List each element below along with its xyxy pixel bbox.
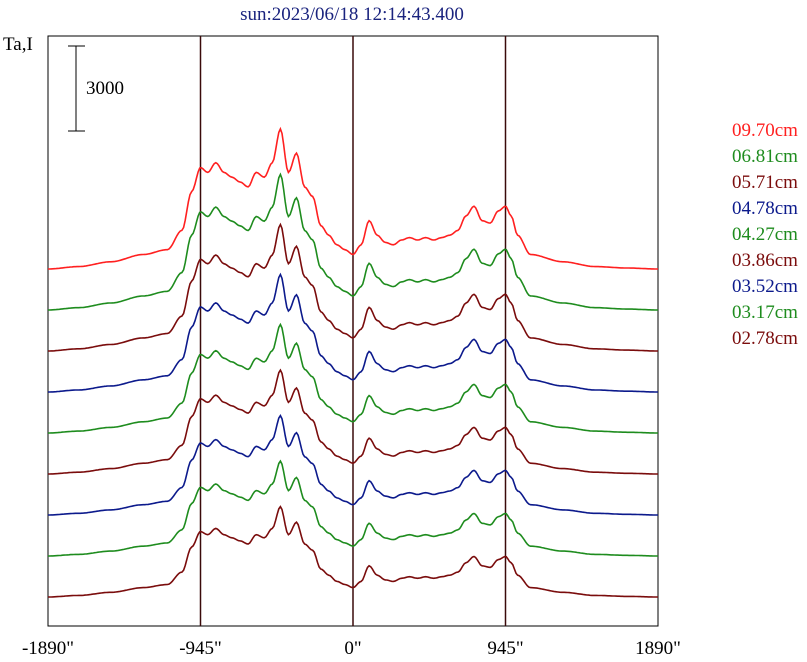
legend-entry-3: 04.78cm <box>732 198 798 219</box>
legend-entry-1: 06.81cm <box>732 146 798 167</box>
x-axis-ticks: -1890" -945" 0" 945" 1890" <box>22 638 681 659</box>
series-line-04-27cm <box>48 322 658 434</box>
x-tick-label-1: -945" <box>179 638 222 659</box>
series-line-06-81cm <box>48 172 658 311</box>
series-line-02-78cm <box>48 505 658 598</box>
legend-entry-8: 02.78cm <box>732 328 798 349</box>
series-line-03-86cm <box>48 368 658 475</box>
legend-entry-5: 03.86cm <box>732 250 798 271</box>
series-line-09-70cm <box>48 126 658 270</box>
series-line-04-78cm <box>48 272 658 393</box>
legend-entry-0: 09.70cm <box>732 120 798 141</box>
y-axis-label: Ta,I <box>3 34 33 55</box>
series-line-05-71cm <box>48 222 658 352</box>
chart-title: sun:2023/06/18 12:14:43.400 <box>240 4 464 25</box>
legend-entry-6: 03.52cm <box>732 276 798 297</box>
x-tick-label-4: 1890" <box>635 638 681 659</box>
scale-bar: 3000 <box>68 45 124 132</box>
vertical-reference-lines <box>199 36 507 626</box>
scale-bar-label: 3000 <box>86 78 124 99</box>
series-line-03-17cm <box>48 459 658 557</box>
legend-entry-4: 04.27cm <box>732 224 798 245</box>
x-tick-label-0: -1890" <box>22 638 74 659</box>
x-tick-label-2: 0" <box>344 638 361 659</box>
series-group <box>48 126 658 598</box>
legend: 09.70cm 06.81cm 05.71cm 04.78cm 04.27cm 03.86… <box>732 120 798 349</box>
x-tick-label-3: 945" <box>487 638 523 659</box>
legend-entry-2: 05.71cm <box>732 172 798 193</box>
legend-entry-7: 03.17cm <box>732 302 798 323</box>
series-line-03-52cm <box>48 413 658 516</box>
